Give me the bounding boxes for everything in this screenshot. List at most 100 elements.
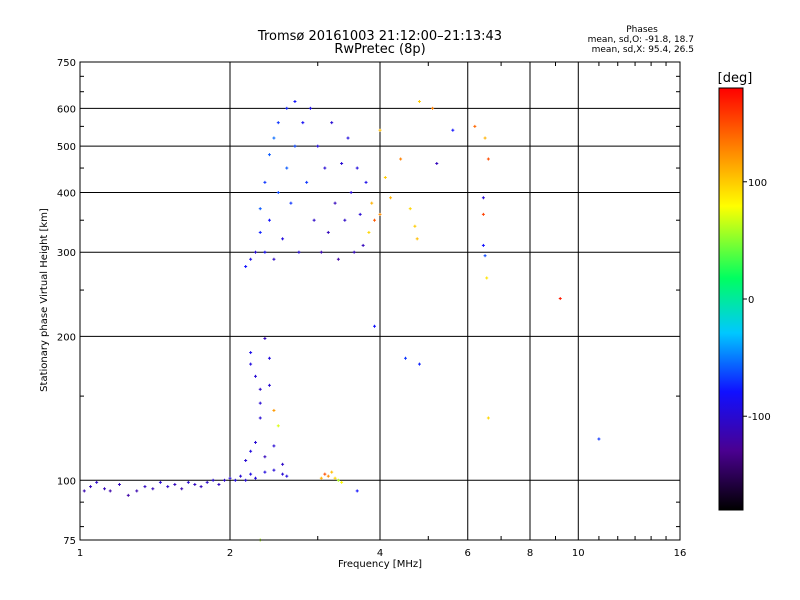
data-point xyxy=(258,387,262,391)
data-point xyxy=(481,243,485,247)
data-point xyxy=(239,474,243,478)
y-tick-label: 500 xyxy=(57,142,76,153)
data-point xyxy=(272,257,276,261)
data-point xyxy=(82,489,86,493)
data-point xyxy=(367,230,371,234)
data-point xyxy=(151,487,155,491)
data-point xyxy=(272,468,276,472)
data-point xyxy=(370,201,374,205)
data-point xyxy=(415,237,419,241)
data-point xyxy=(293,100,297,104)
data-point xyxy=(316,144,320,148)
data-point xyxy=(205,480,209,484)
data-point xyxy=(378,212,382,216)
data-point xyxy=(135,489,139,493)
data-point xyxy=(417,362,421,366)
data-point xyxy=(285,166,289,170)
data-point xyxy=(276,190,280,194)
x-tick-label: 6 xyxy=(465,548,471,559)
x-axis-ticks: 1 2 4 6 8 10 16 xyxy=(77,62,686,559)
data-point xyxy=(352,250,356,254)
data-points xyxy=(82,100,601,542)
data-point xyxy=(361,243,365,247)
data-point xyxy=(249,449,253,453)
data-point xyxy=(199,485,203,489)
x-axis-label: Frequency [MHz] xyxy=(338,559,422,570)
data-point xyxy=(281,472,285,476)
y-axis-ticks: 75 100 200 300 400 500 600 750 xyxy=(57,58,680,547)
data-point xyxy=(95,480,99,484)
data-point xyxy=(473,124,477,128)
data-point xyxy=(285,474,289,478)
data-point xyxy=(267,383,271,387)
y-tick-label: 750 xyxy=(57,58,76,69)
data-point xyxy=(483,136,487,140)
data-point xyxy=(413,224,417,228)
data-point xyxy=(486,416,490,420)
data-point xyxy=(319,250,323,254)
data-point xyxy=(180,487,184,491)
colorbar xyxy=(718,87,744,511)
data-point xyxy=(217,482,221,486)
data-point xyxy=(312,218,316,222)
data-point xyxy=(355,166,359,170)
data-point xyxy=(253,374,257,378)
data-point xyxy=(349,190,353,194)
data-point xyxy=(253,250,257,254)
data-point xyxy=(431,106,435,110)
colorbar-tick-label: 0 xyxy=(748,295,754,306)
y-tick-label: 100 xyxy=(57,476,76,487)
data-point xyxy=(308,106,312,110)
data-point xyxy=(336,478,340,482)
stats-o-line: mean, sd,O: -91.8, 18.7 xyxy=(588,35,694,45)
colorbar-tick-label: 100 xyxy=(748,178,767,189)
data-point xyxy=(486,157,490,161)
data-point xyxy=(249,351,253,355)
data-point xyxy=(228,476,232,480)
data-point xyxy=(244,458,248,462)
data-point xyxy=(289,201,293,205)
data-point xyxy=(336,257,340,261)
data-point xyxy=(373,218,377,222)
data-point xyxy=(223,478,227,482)
data-point xyxy=(258,416,262,420)
data-point xyxy=(263,470,267,474)
data-point xyxy=(399,157,403,161)
y-tick-label: 200 xyxy=(57,332,76,343)
data-point xyxy=(272,444,276,448)
data-point xyxy=(301,121,305,125)
stats-x-line: mean, sd,X: 95.4, 26.5 xyxy=(592,45,694,55)
data-point xyxy=(558,297,562,301)
data-point xyxy=(358,212,362,216)
chart-title: Tromsø 20161003 21:12:00–21:13:43 xyxy=(257,29,502,44)
data-point xyxy=(253,476,257,480)
data-point xyxy=(281,237,285,241)
data-point xyxy=(267,218,271,222)
data-point xyxy=(258,401,262,405)
y-tick-label: 300 xyxy=(57,248,76,259)
data-point xyxy=(417,100,421,104)
data-point xyxy=(373,324,377,328)
data-point xyxy=(263,336,267,340)
data-point xyxy=(272,408,276,412)
data-point xyxy=(481,212,485,216)
data-point xyxy=(166,485,170,489)
data-point xyxy=(211,478,215,482)
data-point xyxy=(326,230,330,234)
data-point xyxy=(297,250,301,254)
data-point xyxy=(126,493,130,497)
plot-frame xyxy=(79,61,681,541)
grid-lines xyxy=(80,62,680,540)
data-point xyxy=(249,362,253,366)
data-point xyxy=(485,276,489,280)
y-tick-label: 75 xyxy=(63,536,76,547)
y-tick-label: 400 xyxy=(57,188,76,199)
data-point xyxy=(244,265,248,269)
data-point xyxy=(193,482,197,486)
data-point xyxy=(333,476,337,480)
data-point xyxy=(408,207,412,211)
data-point xyxy=(383,175,387,179)
x-tick-label: 1 xyxy=(77,548,83,559)
data-point xyxy=(403,356,407,360)
